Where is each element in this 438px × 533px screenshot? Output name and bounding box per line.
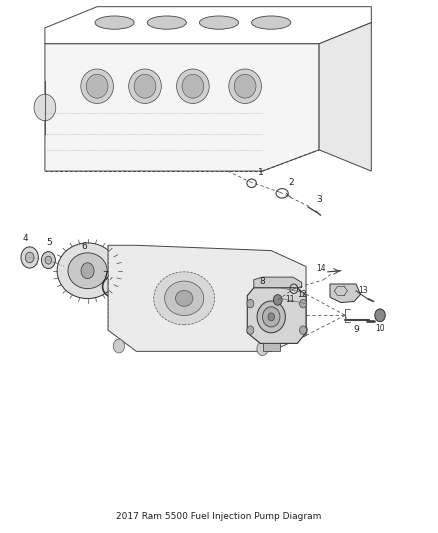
Text: 1: 1 — [258, 168, 263, 177]
Ellipse shape — [257, 301, 286, 333]
Circle shape — [34, 94, 56, 120]
Polygon shape — [330, 284, 360, 303]
Polygon shape — [108, 245, 306, 351]
Ellipse shape — [129, 69, 161, 103]
Ellipse shape — [252, 16, 291, 29]
Ellipse shape — [21, 247, 39, 268]
Text: 14: 14 — [316, 264, 325, 273]
Ellipse shape — [134, 74, 156, 98]
Ellipse shape — [177, 69, 209, 103]
Circle shape — [300, 326, 307, 334]
Text: 6: 6 — [81, 241, 87, 251]
Text: 12: 12 — [297, 289, 307, 298]
Ellipse shape — [229, 69, 261, 103]
Circle shape — [81, 263, 94, 279]
Text: 2017 Ram 5500 Fuel Injection Pump Diagram: 2017 Ram 5500 Fuel Injection Pump Diagra… — [117, 512, 321, 521]
Polygon shape — [254, 277, 302, 288]
Ellipse shape — [147, 16, 186, 29]
Polygon shape — [247, 288, 306, 343]
Ellipse shape — [45, 256, 52, 264]
Ellipse shape — [262, 307, 280, 327]
Ellipse shape — [57, 243, 118, 298]
Ellipse shape — [86, 74, 108, 98]
Polygon shape — [319, 22, 371, 171]
Ellipse shape — [68, 253, 107, 289]
Text: 13: 13 — [358, 286, 368, 295]
Circle shape — [296, 323, 307, 337]
Ellipse shape — [42, 252, 55, 269]
Circle shape — [273, 295, 282, 305]
Circle shape — [300, 300, 307, 308]
Ellipse shape — [234, 74, 256, 98]
Text: 2: 2 — [288, 178, 293, 187]
Text: 10: 10 — [375, 324, 385, 333]
Text: 11: 11 — [285, 295, 295, 304]
Circle shape — [247, 326, 254, 334]
Ellipse shape — [182, 74, 204, 98]
Text: 3: 3 — [316, 195, 322, 204]
Ellipse shape — [176, 290, 193, 306]
Ellipse shape — [268, 313, 275, 321]
Ellipse shape — [81, 69, 113, 103]
Circle shape — [257, 342, 268, 356]
Text: 4: 4 — [22, 233, 28, 243]
Polygon shape — [262, 343, 280, 351]
Text: 5: 5 — [46, 238, 52, 247]
Ellipse shape — [165, 281, 204, 316]
Circle shape — [247, 300, 254, 308]
Ellipse shape — [199, 16, 239, 29]
Circle shape — [375, 309, 385, 321]
Ellipse shape — [25, 252, 34, 263]
Polygon shape — [45, 44, 319, 171]
Text: 9: 9 — [353, 325, 359, 334]
Text: 7: 7 — [102, 271, 108, 280]
Circle shape — [113, 339, 124, 353]
Text: 8: 8 — [260, 277, 265, 286]
Ellipse shape — [95, 16, 134, 29]
Ellipse shape — [154, 272, 215, 325]
